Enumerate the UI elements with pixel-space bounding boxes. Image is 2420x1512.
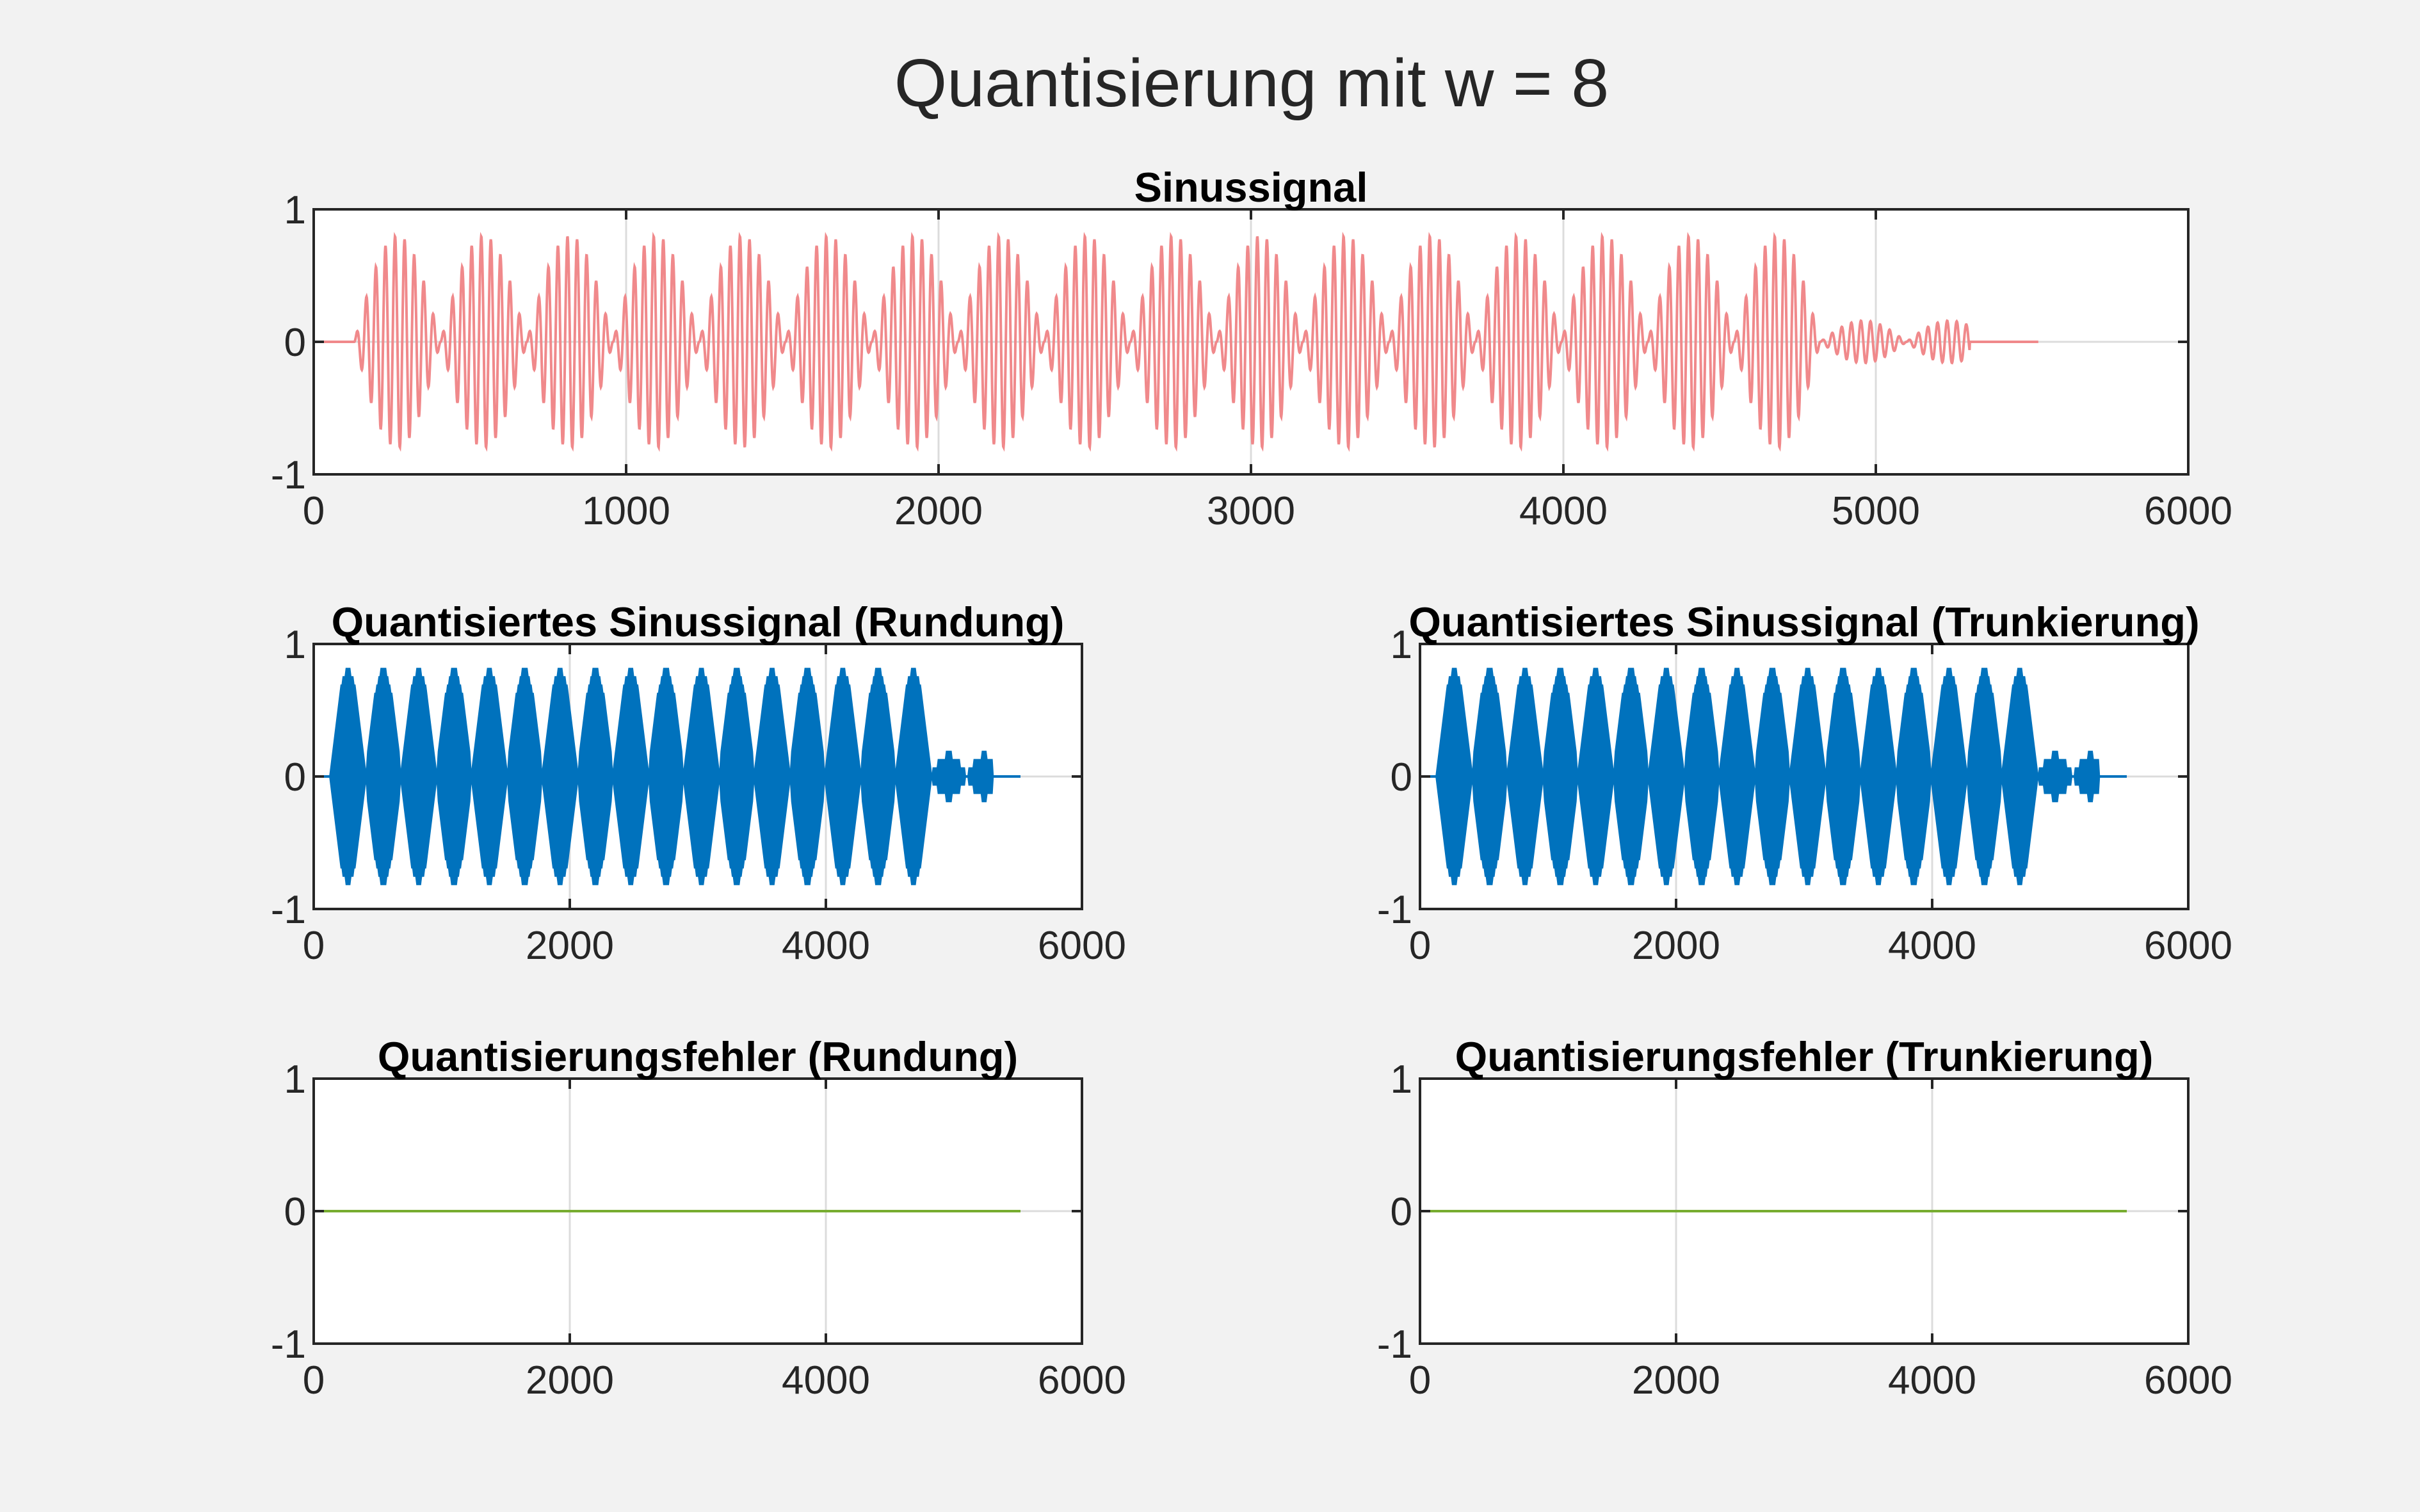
axes-title: Quantisiertes Sinussignal (Trunkierung) <box>1408 599 2199 645</box>
x-tick-label: 6000 <box>1038 924 1126 968</box>
axes-sinus: 0 1000 2000 3000 4000 5000 6000-101 Sinussignal <box>271 164 2232 533</box>
y-tick-label: -1 <box>1377 1323 1412 1367</box>
x-tick-label: 2000 <box>526 924 614 968</box>
x-tick-label: 0 <box>1409 1358 1431 1403</box>
x-tick-label: 0 <box>1409 924 1431 968</box>
x-tick-label: 6000 <box>2144 924 2232 968</box>
y-tick-label: 1 <box>1391 1058 1412 1102</box>
x-tick-label: 4000 <box>782 1358 870 1403</box>
y-tick-label: -1 <box>271 453 306 497</box>
series-line <box>314 232 2038 452</box>
axes-title: Quantisierungsfehler (Rundung) <box>378 1033 1018 1080</box>
x-tick-label: 2000 <box>1632 924 1720 968</box>
y-tick-label: 0 <box>284 755 306 800</box>
axes-fehler-rund: 0 2000 4000 6000-101 Quantisierungsfehler (R… <box>271 1033 1126 1403</box>
x-tick-label: 6000 <box>2144 489 2232 533</box>
y-tick-label: -1 <box>1377 888 1412 932</box>
axes-title: Sinussignal <box>1134 164 1368 211</box>
y-tick-label: 1 <box>284 623 306 667</box>
y-tick-label: 0 <box>1391 755 1412 800</box>
x-tick-label: 4000 <box>1888 924 1976 968</box>
y-tick-label: 0 <box>284 1190 306 1234</box>
x-tick-label: 4000 <box>782 924 870 968</box>
y-tick-label: 0 <box>284 321 306 365</box>
y-tick-label: 1 <box>1391 623 1412 667</box>
y-tick-label: 0 <box>1391 1190 1412 1234</box>
y-tick-label: -1 <box>271 1323 306 1367</box>
x-tick-label: 6000 <box>2144 1358 2232 1403</box>
figure-suptitle: Quantisierung mit w = 8 <box>894 45 1609 121</box>
x-tick-label: 4000 <box>1519 489 1608 533</box>
x-tick-label: 0 <box>303 924 325 968</box>
x-tick-label: 2000 <box>1632 1358 1720 1403</box>
x-tick-label: 6000 <box>1038 1358 1126 1403</box>
x-tick-label: 0 <box>303 1358 325 1403</box>
axes-title: Quantisiertes Sinussignal (Rundung) <box>332 599 1065 645</box>
y-tick-label: 1 <box>284 188 306 232</box>
x-tick-label: 3000 <box>1207 489 1295 533</box>
x-tick-label: 1000 <box>582 489 670 533</box>
y-tick-label: -1 <box>271 888 306 932</box>
axes-title: Quantisierungsfehler (Trunkierung) <box>1455 1033 2154 1080</box>
axes-quant-rund: 0 2000 4000 6000-101 Quantisiertes Sinussign… <box>271 599 1126 968</box>
x-tick-label: 0 <box>303 489 325 533</box>
x-tick-label: 2000 <box>526 1358 614 1403</box>
axes-fehler-trunk: 0 2000 4000 6000-101 Quantisierungsfehler (T… <box>1377 1033 2232 1403</box>
x-tick-label: 4000 <box>1888 1358 1976 1403</box>
x-tick-label: 5000 <box>1832 489 1920 533</box>
x-tick-label: 2000 <box>894 489 983 533</box>
y-tick-label: 1 <box>284 1058 306 1102</box>
